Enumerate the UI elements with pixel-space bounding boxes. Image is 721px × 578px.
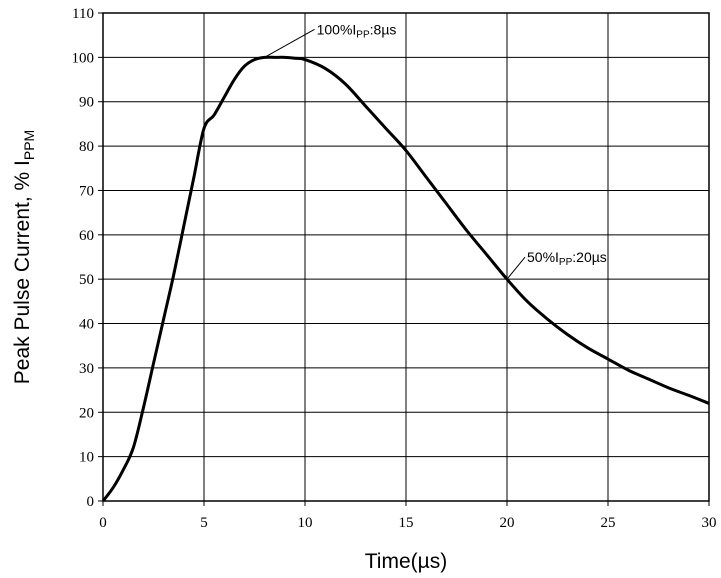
y-tick-label: 90 xyxy=(79,95,94,111)
grid xyxy=(98,12,710,506)
y-tick-label: 30 xyxy=(79,361,94,377)
annotation-leader xyxy=(264,28,315,58)
y-tick-label: 40 xyxy=(79,317,94,333)
annotation-label: 100%IPP:8µs xyxy=(317,21,397,40)
y-tick-label: 20 xyxy=(79,405,94,421)
x-tick-label: 5 xyxy=(200,515,208,531)
y-axis-label-sub: PPM xyxy=(21,130,37,160)
series-line xyxy=(101,55,710,502)
tick-labels: 0 5 10 15 20 25 30 0 10 20 30 40 50 60 70 80 90 100 110 xyxy=(72,6,717,531)
x-tick-label: 15 xyxy=(399,515,414,531)
y-tick-label: 70 xyxy=(79,183,94,199)
y-tick-label: 80 xyxy=(79,139,94,155)
x-tick-label: 0 xyxy=(99,515,107,531)
x-tick-label: 20 xyxy=(500,515,515,531)
y-tick-label: 50 xyxy=(79,272,94,288)
x-tick-label: 30 xyxy=(702,515,717,531)
annotations: 100%IPP:8µs 50%IPP:20µs xyxy=(264,21,607,280)
x-tick-label: 10 xyxy=(298,515,313,531)
y-tick-label: 60 xyxy=(79,228,94,244)
annotation-label: 50%IPP:20µs xyxy=(527,249,607,268)
y-tick-label: 110 xyxy=(72,6,94,22)
x-tick-label: 25 xyxy=(601,515,616,531)
y-axis-label-main: Peak Pulse Current, % I xyxy=(11,160,34,384)
y-tick-label: 100 xyxy=(72,50,95,66)
annotation-leader xyxy=(506,256,526,280)
y-tick-label: 0 xyxy=(87,494,95,510)
x-axis-label: Time(µs) xyxy=(365,550,447,573)
y-axis-label: Peak Pulse Current, % IPPM xyxy=(11,130,37,384)
y-tick-label: 10 xyxy=(79,450,94,466)
plot-frame xyxy=(102,12,710,502)
